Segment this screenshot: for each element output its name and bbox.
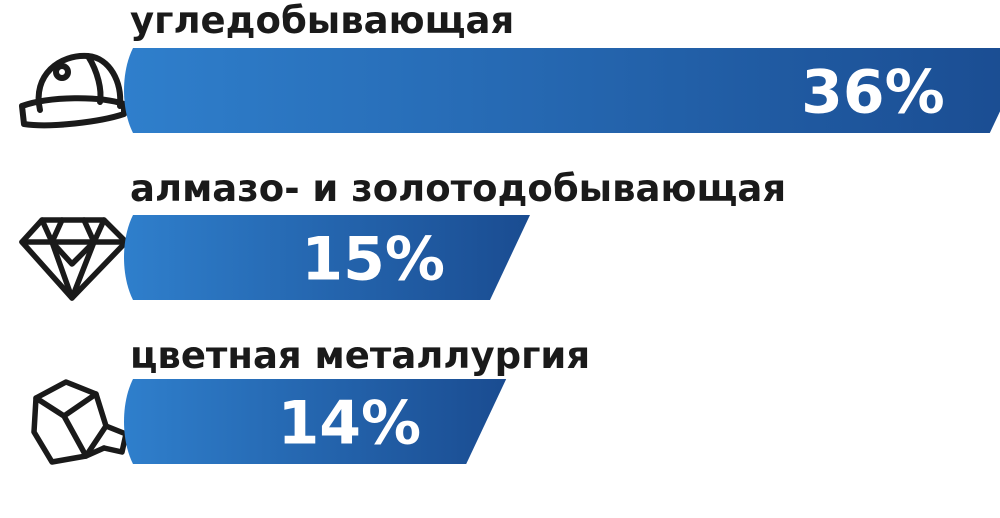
- value-label: 14%: [278, 389, 422, 459]
- category-label-diamond-gold: алмазо- и золотодобывающая: [130, 167, 787, 210]
- category-label-coal: угледобывающая: [130, 0, 515, 42]
- bar-diamond-gold: [124, 215, 530, 300]
- value-label: 36%: [801, 58, 945, 128]
- hard-hat-icon: [19, 52, 127, 129]
- bar-coal: [124, 48, 1000, 133]
- ore-rock-icon: [31, 379, 129, 465]
- category-label-nonferrous: цветная металлургия: [130, 334, 591, 377]
- bar-nonferrous: [124, 379, 507, 464]
- diamond-icon: [19, 217, 129, 301]
- value-label: 15%: [301, 225, 445, 295]
